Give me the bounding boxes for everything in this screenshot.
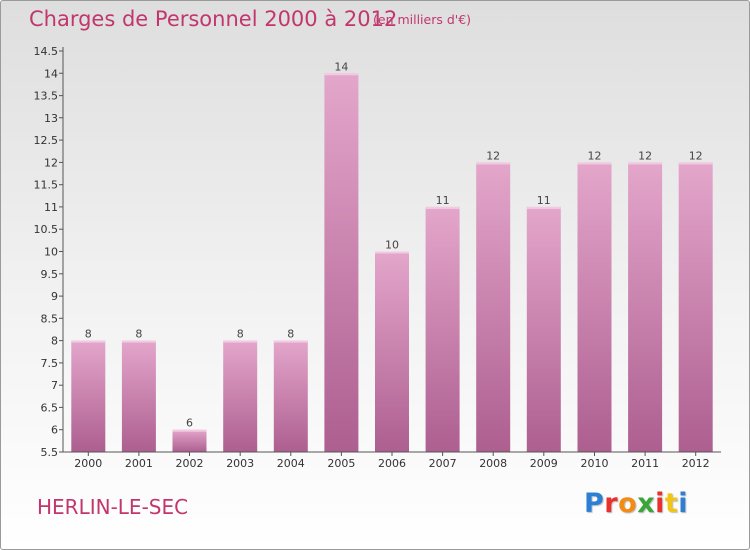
bar xyxy=(324,73,359,453)
x-tick-label: 2008 xyxy=(479,457,507,470)
bar xyxy=(172,429,207,452)
bar xyxy=(577,162,612,452)
y-tick-label: 7 xyxy=(51,379,58,392)
y-tick-label: 10 xyxy=(44,246,58,259)
data-label: 6 xyxy=(186,417,193,430)
logo-letter: t xyxy=(664,488,679,519)
bar xyxy=(628,162,663,452)
bar-top-edge xyxy=(678,162,713,165)
y-tick-label: 6 xyxy=(51,424,58,437)
x-tick-label: 2001 xyxy=(125,457,153,470)
y-tick-label: 13 xyxy=(44,112,58,125)
x-tick-label: 2011 xyxy=(631,457,659,470)
y-tick-label: 6.5 xyxy=(41,401,59,414)
x-tick-label: 2012 xyxy=(682,457,710,470)
x-tick-label: 2004 xyxy=(277,457,305,470)
data-label: 12 xyxy=(486,149,500,162)
x-tick-label: 2006 xyxy=(378,457,406,470)
data-label: 12 xyxy=(638,149,652,162)
y-tick-label: 12 xyxy=(44,156,58,169)
x-tick-label: 2000 xyxy=(74,457,102,470)
y-tick-label: 11.5 xyxy=(34,179,59,192)
y-tick-label: 7.5 xyxy=(41,357,59,370)
bar-top-edge xyxy=(71,340,106,343)
x-tick-label: 2002 xyxy=(176,457,204,470)
data-label: 12 xyxy=(689,149,703,162)
bar xyxy=(526,206,561,452)
y-tick-label: 8 xyxy=(51,335,58,348)
data-label: 14 xyxy=(334,60,348,73)
y-tick-label: 11 xyxy=(44,201,58,214)
bar-top-edge xyxy=(273,340,308,343)
logo-letter: r xyxy=(604,488,619,519)
bar-top-edge xyxy=(628,162,663,165)
y-tick-label: 13.5 xyxy=(34,90,59,103)
y-tick-label: 8.5 xyxy=(41,312,59,325)
bars-group: 8 8 6 8 8 14 10 11 12 11 12 12 12 xyxy=(71,60,713,453)
y-tick-label: 12.5 xyxy=(34,134,59,147)
chart-subtitle: (en milliers d'€) xyxy=(373,12,472,27)
bar-top-edge xyxy=(375,251,409,254)
bar-top-edge xyxy=(172,429,207,432)
y-tick-label: 9 xyxy=(51,290,58,303)
data-label: 8 xyxy=(85,328,92,341)
bar-top-edge xyxy=(324,73,359,76)
data-label: 8 xyxy=(287,328,294,341)
y-tick-label: 5.5 xyxy=(41,446,59,459)
logo-letter: x xyxy=(637,488,656,519)
bar-top-edge xyxy=(121,340,156,343)
bar-top-edge xyxy=(425,206,460,209)
y-tick-label: 14 xyxy=(44,67,58,80)
data-label: 11 xyxy=(537,194,551,207)
bar xyxy=(476,162,511,452)
data-label: 10 xyxy=(385,239,399,252)
data-label: 12 xyxy=(588,149,602,162)
bar-top-edge xyxy=(526,206,561,209)
y-tick-label: 9.5 xyxy=(41,268,59,281)
bar xyxy=(223,340,258,452)
x-tick-label: 2003 xyxy=(226,457,254,470)
bar xyxy=(71,340,106,452)
bar xyxy=(375,251,409,452)
bar-top-edge xyxy=(223,340,258,343)
bar xyxy=(425,206,460,452)
axes-group: 2000 2001 2002 2003 2004 2005 2006 2007 2008 2009… xyxy=(34,45,721,470)
data-label: 8 xyxy=(135,328,142,341)
bar xyxy=(678,162,713,452)
bar xyxy=(121,340,156,452)
x-tick-label: 2009 xyxy=(530,457,558,470)
logo-letter: i xyxy=(655,488,665,519)
bar-top-edge xyxy=(476,162,511,165)
data-label: 8 xyxy=(237,328,244,341)
logo-letter: o xyxy=(618,488,638,519)
bar xyxy=(273,340,308,452)
logo-letter: i xyxy=(678,488,689,519)
bar-top-edge xyxy=(577,162,612,165)
x-tick-label: 2010 xyxy=(581,457,609,470)
y-tick-label: 14.5 xyxy=(34,45,59,58)
x-tick-label: 2007 xyxy=(429,457,457,470)
proxiti-logo: Proxiti xyxy=(584,488,688,519)
commune-name: HERLIN-LE-SEC xyxy=(37,495,189,519)
logo-letter: P xyxy=(584,488,605,519)
y-tick-label: 10.5 xyxy=(34,223,59,236)
data-label: 11 xyxy=(436,194,450,207)
x-tick-label: 2005 xyxy=(327,457,355,470)
chart-title: Charges de Personnel 2000 à 2012 xyxy=(29,7,398,31)
